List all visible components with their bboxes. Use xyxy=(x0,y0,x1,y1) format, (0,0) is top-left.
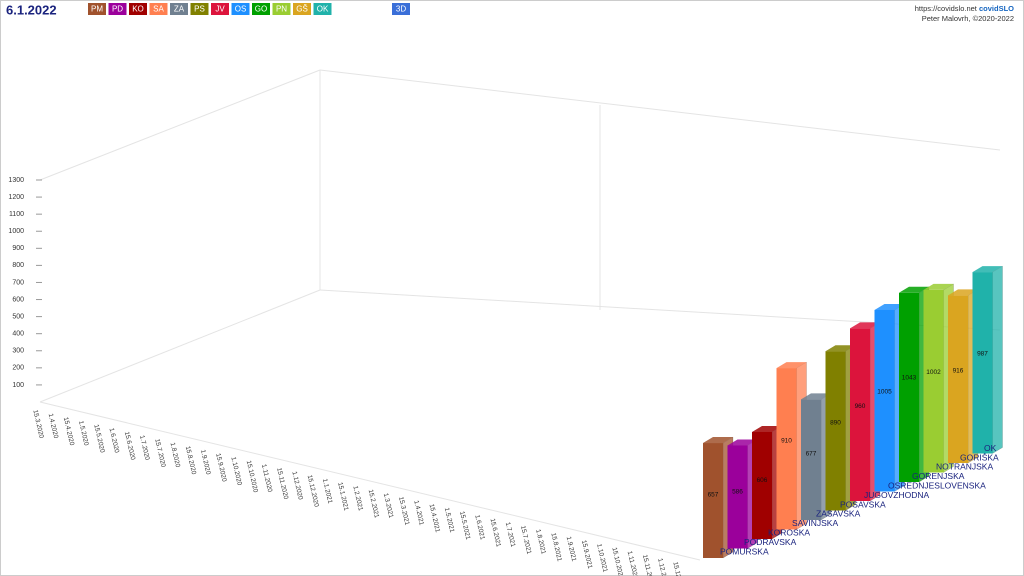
value-label: 657 xyxy=(708,491,719,498)
bar-top xyxy=(899,286,929,293)
y-tick-label: 500 xyxy=(12,313,24,320)
value-label: 890 xyxy=(830,420,841,427)
value-label: 987 xyxy=(977,350,988,357)
region-label: GORIŠKA xyxy=(960,452,999,462)
region-label: SAVINJSKA xyxy=(792,518,838,528)
legend-label[interactable]: PS xyxy=(194,5,205,14)
bar xyxy=(899,292,919,482)
bar-top xyxy=(752,425,782,432)
legend-label[interactable]: OK xyxy=(317,5,329,14)
bar xyxy=(727,445,748,549)
y-tick-label: 200 xyxy=(12,365,24,372)
value-label: 960 xyxy=(855,403,866,410)
y-tick-label: 100 xyxy=(12,382,24,389)
region-label: GORENJSKA xyxy=(912,471,965,481)
bar xyxy=(874,309,895,492)
legend-button[interactable] xyxy=(190,3,209,15)
credit: Peter Malovrh, ©2020-2022 xyxy=(922,14,1014,23)
legend-label[interactable]: KO xyxy=(132,5,144,14)
url[interactable]: https://covidslo.net xyxy=(915,4,978,13)
y-tick-label: 300 xyxy=(12,348,24,355)
bar-top xyxy=(948,289,978,296)
bar-top xyxy=(825,345,856,352)
mode-button-label[interactable]: 3D xyxy=(396,5,406,14)
legend-button[interactable] xyxy=(313,3,332,15)
legend-label[interactable]: GO xyxy=(255,5,267,14)
source[interactable]: https://covidslo.net covidSLO xyxy=(915,4,1014,13)
date-title: 6.1.2022 xyxy=(6,2,57,17)
region-label: POSAVSKA xyxy=(840,499,886,509)
brand: covidSLO xyxy=(979,4,1014,13)
bar xyxy=(923,289,944,473)
bar-top xyxy=(923,283,954,290)
legend-button[interactable] xyxy=(211,3,229,15)
legend-button[interactable] xyxy=(293,3,311,15)
value-label: 586 xyxy=(732,489,743,496)
bar xyxy=(703,443,723,558)
bar xyxy=(776,368,797,530)
value-label: 1005 xyxy=(877,388,892,395)
y-tick-label: 1100 xyxy=(9,211,24,218)
legend-label[interactable]: JV xyxy=(215,5,225,14)
region-label: OSREDNJESLOVENSKA xyxy=(888,480,986,490)
y-tick-label: 1000 xyxy=(8,228,24,235)
bar xyxy=(948,295,968,463)
bar-top xyxy=(850,322,880,329)
legend-button[interactable] xyxy=(88,3,106,15)
y-tick-label: 1200 xyxy=(8,194,24,201)
value-label: 916 xyxy=(953,368,964,375)
y-tick-label: 1300 xyxy=(8,177,24,184)
legend-label[interactable]: PM xyxy=(91,5,103,14)
value-label: 1002 xyxy=(926,369,941,376)
bar-top xyxy=(801,393,831,400)
bar-top xyxy=(727,439,758,446)
legend-label[interactable]: ZA xyxy=(174,5,185,14)
value-label: 606 xyxy=(757,477,768,484)
legend-button[interactable] xyxy=(231,3,250,15)
bar-side xyxy=(992,265,1003,454)
bar xyxy=(801,399,821,520)
bar-top xyxy=(874,303,905,310)
legend-label[interactable]: SA xyxy=(153,5,164,14)
legend-button[interactable] xyxy=(149,3,168,15)
bar xyxy=(972,272,993,454)
value-label: 1043 xyxy=(902,375,917,382)
y-tick-label: 400 xyxy=(12,331,24,338)
bar-top xyxy=(703,437,733,444)
region-label: KOROŠKA xyxy=(768,527,810,537)
region-label: ZASAVSKA xyxy=(816,509,861,519)
bar xyxy=(850,328,870,501)
region-label: POMURSKA xyxy=(720,546,769,556)
region-label: OK xyxy=(984,443,997,453)
legend-button[interactable] xyxy=(129,3,147,15)
y-tick-label: 900 xyxy=(12,245,24,252)
legend-label[interactable]: OS xyxy=(235,5,247,14)
mode-button[interactable] xyxy=(392,3,410,15)
region-label: NOTRANJSKA xyxy=(936,462,993,472)
legend-label[interactable]: GŠ xyxy=(296,5,308,14)
bar xyxy=(825,351,846,511)
y-tick-label: 700 xyxy=(12,279,24,286)
legend-button[interactable] xyxy=(272,3,291,15)
bar xyxy=(752,431,772,539)
legend-button[interactable] xyxy=(170,3,188,15)
perspective-walls xyxy=(39,69,1001,561)
legend-label[interactable]: PD xyxy=(112,5,123,14)
legend-button[interactable] xyxy=(108,3,127,15)
region-label: JUGOVZHODNA xyxy=(864,490,930,500)
value-label: 910 xyxy=(781,437,792,444)
region-label: PODRAVSKA xyxy=(744,537,797,547)
bar-top xyxy=(972,266,1003,273)
y-tick-label: 800 xyxy=(12,262,24,269)
y-tick-label: 600 xyxy=(12,296,24,303)
value-label: 677 xyxy=(806,450,817,457)
legend-label[interactable]: PN xyxy=(276,5,287,14)
bar-top xyxy=(776,362,807,369)
legend-button[interactable] xyxy=(252,3,270,15)
